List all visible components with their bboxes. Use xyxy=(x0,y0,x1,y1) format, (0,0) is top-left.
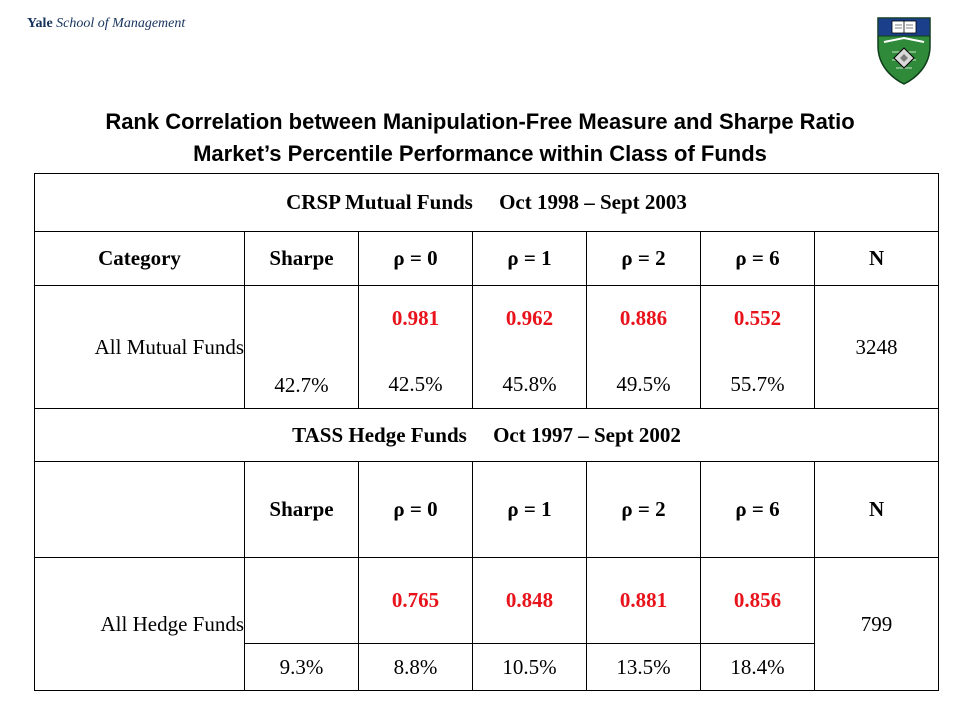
crsp-header-category: Category xyxy=(34,231,245,286)
crsp-header-sharpe: Sharpe xyxy=(244,231,359,286)
tass-corr-rho-0: 0.765 xyxy=(358,557,473,644)
crsp-header-rho-6: ρ = 6 xyxy=(700,231,815,286)
crsp-header-rho-0: ρ = 0 xyxy=(358,231,473,286)
tass-corr-rho-6: 0.856 xyxy=(700,557,815,644)
tass-row-category: All Hedge Funds xyxy=(34,557,245,691)
title-line-1: Rank Correlation between Manipulation-Fr… xyxy=(105,109,855,134)
crsp-pct-rho-0: 42.5% xyxy=(388,372,443,396)
crsp-pct-rho-6: 55.7% xyxy=(730,372,785,396)
crsp-section-label: CRSP Mutual Funds Oct 1998 – Sept 2003 xyxy=(33,173,940,232)
tass-pct-rho-1: 10.5% xyxy=(472,643,587,691)
tass-header-rho-6: ρ = 6 xyxy=(700,461,815,558)
brand-school: School of Management xyxy=(56,16,186,31)
tass-row-n: 799 xyxy=(813,557,940,691)
tass-section-label: TASS Hedge Funds Oct 1997 – Sept 2002 xyxy=(33,408,940,462)
tass-header-n: N xyxy=(813,461,940,558)
tass-row-sharpe: 9.3% xyxy=(244,643,359,691)
yale-som-crest-icon xyxy=(877,17,931,85)
tass-header-sharpe: Sharpe xyxy=(244,461,359,558)
tass-header-category xyxy=(34,461,245,558)
title-line-2: Market’s Percentile Performance within C… xyxy=(193,141,767,166)
crsp-cell-rho-6: 0.552 55.7% xyxy=(700,285,815,409)
crsp-corr-rho-2: 0.886 xyxy=(619,306,668,330)
crsp-header-n: N xyxy=(813,231,940,286)
tass-corr-rho-2: 0.881 xyxy=(586,557,701,644)
tass-sharpe-empty xyxy=(244,557,359,644)
crsp-pct-rho-2: 49.5% xyxy=(616,372,671,396)
page-title: Rank Correlation between Manipulation-Fr… xyxy=(0,106,960,170)
crsp-cell-rho-2: 0.886 49.5% xyxy=(586,285,701,409)
crsp-corr-rho-1: 0.962 xyxy=(505,306,554,330)
tass-header-rho-2: ρ = 2 xyxy=(586,461,701,558)
crsp-corr-rho-0: 0.981 xyxy=(391,306,440,330)
crsp-pct-rho-1: 45.8% xyxy=(502,372,557,396)
crsp-row-category: All Mutual Funds xyxy=(34,285,245,409)
tass-corr-rho-1: 0.848 xyxy=(472,557,587,644)
tass-pct-rho-2: 13.5% xyxy=(586,643,701,691)
crsp-corr-rho-6: 0.552 xyxy=(733,306,782,330)
crsp-cell-rho-1: 0.962 45.8% xyxy=(472,285,587,409)
brand-yale: Yale xyxy=(27,16,53,31)
brand-label: Yale School of Management xyxy=(27,16,185,32)
crsp-cell-rho-0: 0.981 42.5% xyxy=(358,285,473,409)
crsp-row-n: 3248 xyxy=(813,285,940,409)
rank-correlation-table: CRSP Mutual Funds Oct 1998 – Sept 2003 C… xyxy=(33,173,940,691)
crsp-header-rho-2: ρ = 2 xyxy=(586,231,701,286)
crsp-header-rho-1: ρ = 1 xyxy=(472,231,587,286)
tass-pct-rho-0: 8.8% xyxy=(358,643,473,691)
tass-header-rho-0: ρ = 0 xyxy=(358,461,473,558)
tass-pct-rho-6: 18.4% xyxy=(700,643,815,691)
crsp-row-sharpe: 42.7% xyxy=(244,285,359,409)
tass-header-rho-1: ρ = 1 xyxy=(472,461,587,558)
